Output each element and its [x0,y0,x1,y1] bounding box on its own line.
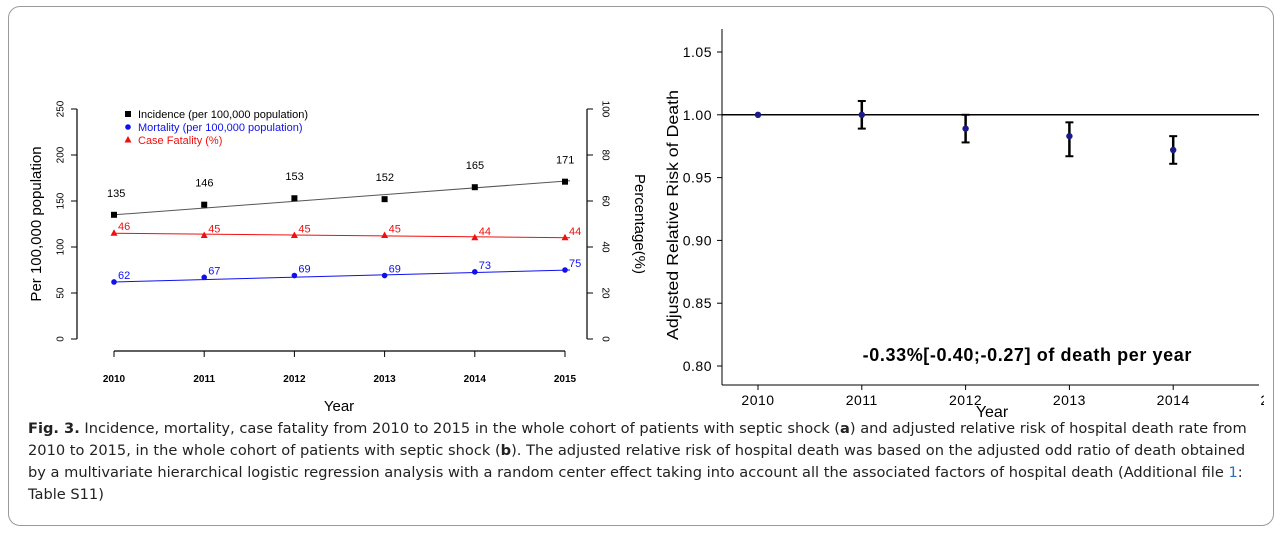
additional-file-link[interactable]: 1 [1228,464,1238,481]
incidence-point [291,195,298,202]
x-tick-label: 2014 [1157,392,1190,408]
right-y-tick-label: 60 [599,195,610,207]
caption-text-4: : Table S11) [28,464,1243,503]
case-fatality-point [290,231,298,238]
data-label: 171 [556,155,574,167]
data-label: 45 [208,224,220,236]
y-tick-label: 1.05 [683,44,712,60]
legend-label: Mortality (per 100,000 population) [138,122,302,134]
right-y-tick-label: 100 [599,101,610,118]
trend-line [113,180,571,216]
data-label: 45 [298,224,310,236]
figure-caption: Fig. 3. Incidence, mortality, case fatal… [28,418,1263,506]
legend-label: Case Fatality (%) [138,135,222,147]
x-tick-label: 2012 [949,392,982,408]
y-tick-label: 0.80 [683,358,712,374]
legend-marker-triangle [124,136,132,143]
case-fatality-point [561,233,569,241]
figure-frame: 0 50 100 150 200 250 0 20 40 60 80 100 2010 2011 2012 2… [8,6,1274,526]
incidence-point [111,211,117,218]
caption-label: Fig. 3. [28,420,80,437]
data-label: 67 [208,265,220,277]
incidence-point [471,184,478,191]
data-label: 135 [107,188,125,200]
left-y-tick-label: 0 [56,336,67,342]
risk-point [1170,146,1177,154]
left-y-tick-label: 250 [56,100,67,117]
risk-point [754,111,762,119]
case-fatality-point [381,231,389,238]
x-tick-label: 2010 [741,392,774,408]
incidence-point [381,196,388,203]
mortality-point [472,269,478,275]
data-label: 69 [389,264,401,276]
data-label: 44 [479,226,491,238]
caption-panel-b: b [500,442,512,459]
data-label: 45 [389,224,401,236]
data-label: 62 [118,270,130,282]
data-label: 153 [285,171,303,183]
data-label: 75 [569,258,581,270]
x-tick-label: 2015 [554,374,577,385]
data-label: 46 [118,221,130,233]
data-label: 69 [298,264,310,276]
x-tick-label: 2013 [373,374,396,385]
y-tick-label: 0.95 [683,170,712,186]
case-fatality-point [110,229,118,236]
data-label: 146 [195,178,213,190]
data-label: 73 [479,260,491,272]
case-fatality-point [200,231,208,238]
mortality-point [562,267,568,273]
data-label: 44 [569,226,581,238]
data-label: 152 [376,172,394,184]
annotation-text: -0.33%[-0.40;-0.27] of death per year [863,345,1192,365]
incidence-point [562,178,568,185]
x-axis-label: Year [324,398,354,415]
left-y-tick-label: 100 [56,238,67,255]
case-fatality-point [471,233,479,241]
mortality-point [201,274,207,281]
y-tick-label: 0.85 [683,295,712,311]
risk-point [1066,132,1073,140]
right-y-tick-label: 80 [599,149,610,161]
right-y-tick-label: 20 [599,287,610,299]
incidence-point [201,201,208,208]
left-y-axis-label: Per 100,000 population [28,146,45,301]
caption-text-3: ). The adjusted relative risk of hospita… [28,442,1246,481]
right-y-axis-label: Percentage(%) [631,174,645,274]
right-y-tick-label: 0 [599,336,610,342]
caption-panel-a: a [840,420,850,437]
risk-point [858,111,865,119]
caption-text-2: ) and adjusted relative risk of hospital… [28,420,1247,459]
trend-line [113,232,571,239]
mortality-point [381,272,388,279]
x-tick-label: 2011 [193,374,215,385]
mortality-point [111,279,117,285]
left-y-tick-label: 200 [56,146,67,163]
y-tick-label: 0.90 [683,232,712,248]
mortality-point [291,272,298,279]
x-tick-label: 2015 [1260,392,1264,408]
legend-label: Incidence (per 100,000 population) [138,109,308,121]
y-axis-label: Adjusted Relative Risk of Death [665,90,682,340]
chart-a: 0 50 100 150 200 250 0 20 40 60 80 100 2010 2011 2012 2… [28,100,645,415]
risk-point [962,125,969,132]
x-tick-label: 2013 [1053,392,1086,408]
data-label: 165 [466,160,484,172]
y-tick-label: 1.00 [683,107,712,123]
trend-line [113,269,571,283]
x-tick-label: 2010 [103,374,126,385]
legend-marker-circle [125,124,131,130]
left-y-tick-label: 150 [56,192,67,209]
right-y-tick-label: 40 [599,241,610,253]
x-tick-label: 2014 [464,374,487,385]
legend-marker-square [125,111,131,117]
caption-text-1: Incidence, mortality, case fatality from… [79,420,841,437]
x-axis-label: Year [976,404,1009,421]
chart-b: 0.80 0.85 0.90 0.95 1.00 1.05 2010 2011 2012 2013… [665,29,1264,421]
x-tick-label: 2012 [283,374,306,385]
x-tick-label: 2011 [846,392,878,408]
left-y-tick-label: 50 [56,287,67,299]
